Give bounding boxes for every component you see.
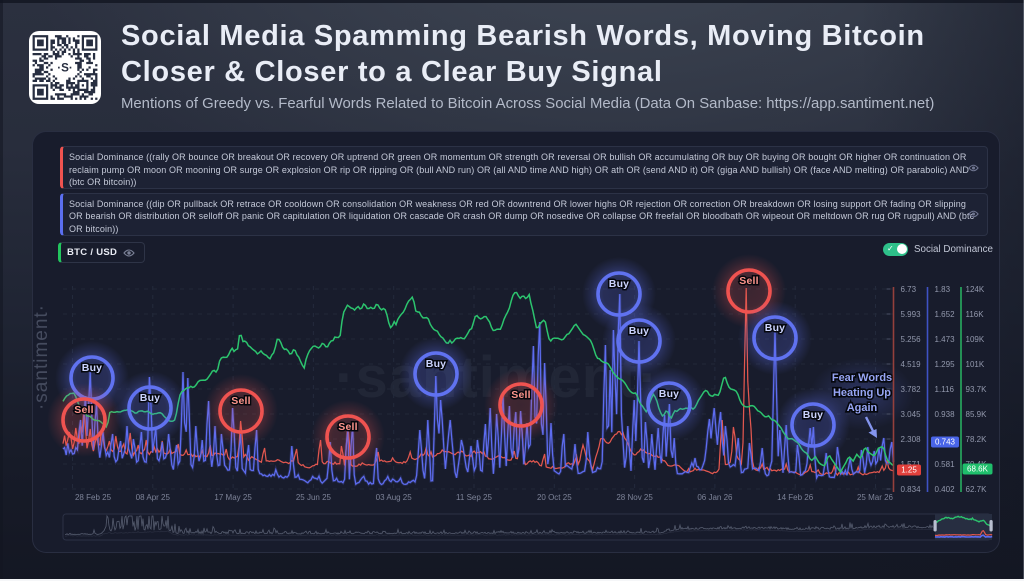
svg-text:Sell: Sell xyxy=(231,395,250,407)
svg-text:0.743: 0.743 xyxy=(935,438,956,447)
svg-text:124K: 124K xyxy=(966,285,985,294)
svg-text:Buy: Buy xyxy=(629,325,649,337)
svg-text:28 Nov 25: 28 Nov 25 xyxy=(616,493,653,502)
svg-text:5.993: 5.993 xyxy=(901,310,922,319)
svg-text:25 Mar 26: 25 Mar 26 xyxy=(857,493,894,502)
svg-text:1.571: 1.571 xyxy=(901,460,922,469)
svg-text:Buy: Buy xyxy=(659,388,679,400)
svg-text:14 Feb 26: 14 Feb 26 xyxy=(777,493,814,502)
svg-text:62.7K: 62.7K xyxy=(966,485,988,494)
svg-text:Buy: Buy xyxy=(765,322,785,334)
svg-text:11 Sep 25: 11 Sep 25 xyxy=(456,493,492,502)
svg-text:03 Aug 25: 03 Aug 25 xyxy=(376,493,413,502)
svg-text:1.652: 1.652 xyxy=(935,310,956,319)
svg-text:3.045: 3.045 xyxy=(901,410,922,419)
svg-text:·santiment·: ·santiment· xyxy=(31,304,52,410)
svg-text:1.83: 1.83 xyxy=(935,285,951,294)
svg-text:Sell: Sell xyxy=(74,404,93,416)
svg-text:06 Jan 26: 06 Jan 26 xyxy=(697,493,733,502)
svg-text:1.116: 1.116 xyxy=(935,385,955,394)
svg-text:25 Jun 25: 25 Jun 25 xyxy=(296,493,332,502)
svg-text:5.256: 5.256 xyxy=(901,335,922,344)
svg-text:1.295: 1.295 xyxy=(935,360,956,369)
svg-text:28 Feb 25: 28 Feb 25 xyxy=(75,493,112,502)
svg-text:Buy: Buy xyxy=(426,358,446,370)
svg-text:Buy: Buy xyxy=(609,278,629,290)
svg-text:1.25: 1.25 xyxy=(901,466,917,475)
svg-text:93.7K: 93.7K xyxy=(966,385,988,394)
svg-text:6.73: 6.73 xyxy=(901,285,917,294)
svg-text:116K: 116K xyxy=(966,310,985,319)
svg-text:2.308: 2.308 xyxy=(901,435,922,444)
svg-text:0.402: 0.402 xyxy=(935,485,956,494)
svg-text:Heating Up: Heating Up xyxy=(833,387,891,399)
svg-text:109K: 109K xyxy=(966,335,985,344)
svg-text:85.9K: 85.9K xyxy=(966,410,988,419)
svg-text:68.6K: 68.6K xyxy=(967,465,989,474)
svg-text:0.581: 0.581 xyxy=(935,460,956,469)
svg-text:78.2K: 78.2K xyxy=(966,435,988,444)
svg-text:1.473: 1.473 xyxy=(935,335,956,344)
svg-text:Buy: Buy xyxy=(82,362,102,374)
svg-text:Buy: Buy xyxy=(140,392,160,404)
svg-text:08 Apr 25: 08 Apr 25 xyxy=(136,493,171,502)
svg-text:20 Oct 25: 20 Oct 25 xyxy=(537,493,572,502)
svg-text:101K: 101K xyxy=(966,360,985,369)
svg-text:Sell: Sell xyxy=(511,389,530,401)
svg-text:Again: Again xyxy=(847,402,878,414)
svg-text:0.938: 0.938 xyxy=(935,410,956,419)
svg-text:4.519: 4.519 xyxy=(901,360,922,369)
svg-text:Sell: Sell xyxy=(739,275,758,287)
svg-text:·S·: ·S· xyxy=(57,62,72,75)
svg-text:Sell: Sell xyxy=(338,421,357,433)
svg-text:Fear Words: Fear Words xyxy=(832,372,892,384)
svg-text:17 May 25: 17 May 25 xyxy=(214,493,252,502)
svg-text:0.834: 0.834 xyxy=(901,485,922,494)
svg-text:3.782: 3.782 xyxy=(901,385,922,394)
